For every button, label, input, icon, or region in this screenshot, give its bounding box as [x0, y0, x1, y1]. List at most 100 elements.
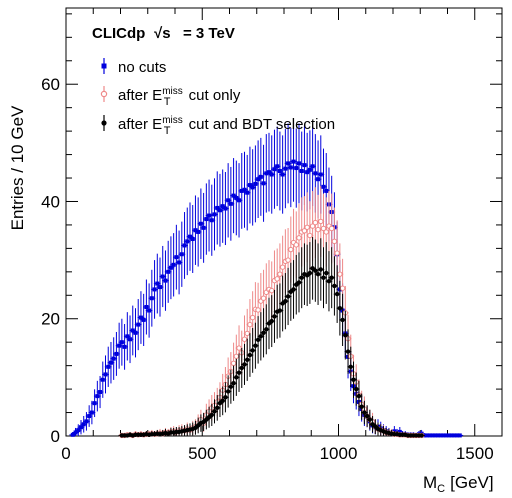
- data-point: [288, 246, 294, 253]
- data-point: [362, 410, 367, 415]
- legend-label-met-bdt: after Emiss T cut and BDT selection: [118, 115, 335, 137]
- data-point: [244, 330, 250, 337]
- data-point: [280, 172, 285, 177]
- data-point: [149, 296, 154, 301]
- data-point: [212, 409, 217, 414]
- data-point: [114, 351, 119, 356]
- data-point: [277, 271, 283, 277]
- data-point: [277, 308, 283, 313]
- data-point: [312, 219, 319, 226]
- data-point: [253, 343, 258, 348]
- data-point: [324, 188, 329, 193]
- data-point: [81, 422, 86, 427]
- data-point: [302, 163, 307, 168]
- data-point: [296, 235, 302, 241]
- data-point: [321, 275, 326, 280]
- data-point: [144, 305, 149, 310]
- data-point: [283, 298, 288, 304]
- data-point: [245, 190, 250, 195]
- data-point: [250, 185, 255, 190]
- data-point: [261, 330, 266, 336]
- data-point: [209, 412, 214, 418]
- axis-ticks: [65, 8, 503, 437]
- data-point: [249, 314, 256, 321]
- data-point: [122, 344, 127, 349]
- data-point: [301, 228, 308, 234]
- data-point: [288, 165, 293, 170]
- legend-entry-no-cuts: no cuts: [101, 58, 166, 76]
- data-point: [318, 218, 324, 225]
- data-point: [247, 321, 253, 328]
- data-point: [247, 183, 252, 188]
- y-tick-label: 0: [51, 427, 60, 446]
- data-point: [76, 428, 81, 433]
- data-point: [253, 181, 258, 186]
- data-point: [138, 315, 143, 320]
- data-point: [245, 357, 250, 362]
- data-point: [234, 375, 239, 380]
- data-point: [182, 243, 187, 248]
- data-point: [343, 332, 348, 338]
- data-point: [236, 345, 242, 351]
- data-point: [117, 343, 122, 348]
- data-point: [340, 317, 345, 323]
- data-point: [177, 260, 182, 265]
- data-point: [190, 237, 195, 242]
- data-point: [264, 171, 269, 176]
- data-point: [329, 275, 334, 280]
- y-tick-label: 60: [41, 75, 60, 94]
- data-point: [337, 305, 343, 311]
- data-point: [299, 168, 304, 173]
- data-point: [326, 279, 332, 284]
- data-point: [92, 401, 97, 406]
- data-point: [285, 294, 291, 299]
- data-point: [228, 201, 233, 206]
- data-point: [337, 271, 343, 277]
- data-series: [69, 121, 464, 439]
- x-tick-label: 1500: [456, 444, 494, 463]
- data-point: [331, 238, 338, 245]
- data-point: [277, 168, 282, 173]
- data-point: [351, 377, 356, 382]
- data-point: [299, 275, 304, 280]
- data-point: [310, 164, 315, 169]
- legend-label-met-cut: after Emiss T cut only: [118, 86, 241, 108]
- data-point: [255, 307, 261, 313]
- data-point: [304, 224, 310, 230]
- data-point: [272, 167, 277, 172]
- data-point: [147, 308, 152, 313]
- x-axis-title: MC [GeV]: [423, 473, 494, 495]
- data-point: [307, 167, 312, 172]
- data-point: [163, 278, 168, 283]
- data-point: [255, 337, 261, 343]
- data-point: [316, 177, 321, 182]
- data-point: [220, 398, 225, 404]
- data-point: [198, 221, 203, 226]
- data-point: [286, 161, 291, 166]
- series-2: [118, 236, 426, 438]
- legend: no cuts after Emiss T cut only after Emis…: [100, 58, 335, 137]
- data-point: [128, 337, 133, 342]
- data-point: [158, 285, 163, 290]
- data-point: [239, 365, 244, 371]
- legend-label-no-cuts: no cuts: [118, 59, 166, 76]
- data-point: [231, 381, 236, 386]
- data-point: [231, 193, 236, 198]
- data-point: [236, 370, 242, 375]
- data-point: [241, 336, 248, 342]
- y-tick-label: 40: [41, 192, 60, 211]
- data-point: [226, 198, 231, 203]
- data-point: [87, 414, 92, 419]
- data-point: [334, 291, 340, 297]
- data-point: [296, 161, 301, 166]
- data-point: [237, 198, 242, 203]
- energy-value: = 3 TeV: [183, 25, 235, 42]
- data-point: [323, 229, 329, 235]
- data-point: [152, 287, 157, 292]
- data-point: [78, 425, 83, 430]
- data-point: [356, 393, 362, 399]
- data-point: [313, 171, 318, 176]
- data-point: [160, 274, 165, 279]
- data-point: [207, 213, 212, 218]
- data-point: [185, 239, 190, 244]
